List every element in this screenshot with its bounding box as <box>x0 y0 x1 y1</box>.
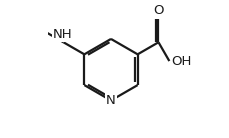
Text: NH: NH <box>53 28 72 41</box>
Text: OH: OH <box>171 55 191 68</box>
Text: N: N <box>106 94 115 107</box>
Text: O: O <box>153 4 163 17</box>
